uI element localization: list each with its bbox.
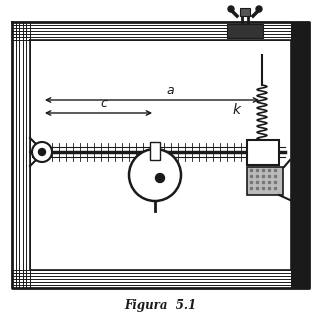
- Text: a: a: [166, 84, 174, 97]
- Circle shape: [129, 149, 181, 201]
- Circle shape: [32, 142, 52, 162]
- Bar: [247, 167, 283, 195]
- Text: Figura  5.1: Figura 5.1: [124, 300, 196, 313]
- Circle shape: [155, 173, 164, 183]
- Bar: [150, 142, 160, 160]
- Circle shape: [228, 6, 234, 12]
- Bar: [227, 24, 263, 38]
- Circle shape: [256, 6, 262, 12]
- Text: k: k: [233, 103, 241, 117]
- Text: c: c: [100, 97, 107, 110]
- Bar: [240, 8, 250, 16]
- Bar: [247, 140, 279, 165]
- Circle shape: [39, 149, 46, 155]
